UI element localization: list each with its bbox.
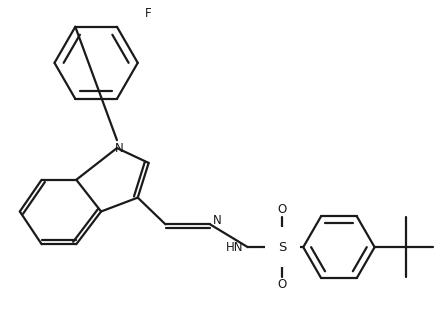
- Text: O: O: [278, 278, 287, 291]
- Text: N: N: [213, 214, 222, 227]
- Text: F: F: [145, 7, 152, 20]
- Text: N: N: [114, 142, 123, 155]
- Text: HN: HN: [226, 241, 244, 254]
- Text: O: O: [278, 203, 287, 216]
- Text: S: S: [278, 241, 286, 254]
